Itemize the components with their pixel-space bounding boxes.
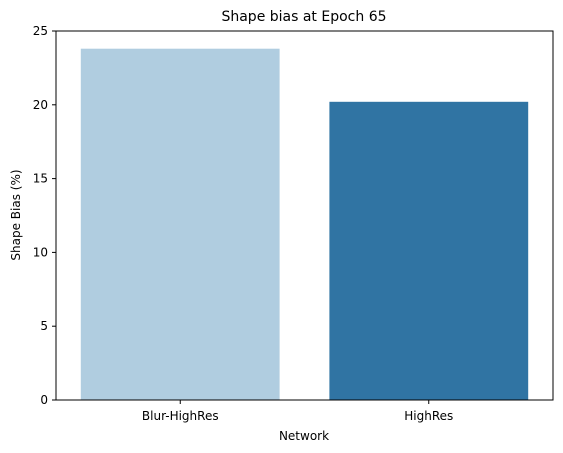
y-tick-label: 10	[33, 245, 48, 259]
y-axis: 0 5 10 15 20 25	[33, 24, 56, 407]
y-tick-label: 5	[40, 319, 48, 333]
x-axis-label: Network	[279, 429, 329, 443]
x-axis: Blur-HighRes HighRes	[142, 400, 453, 423]
x-tick-label: HighRes	[404, 409, 453, 423]
bars-group	[80, 48, 529, 401]
bar-blur-highres	[80, 48, 280, 400]
plot-frame	[55, 30, 554, 401]
bar-highres	[329, 101, 529, 401]
y-tick-label: 25	[33, 24, 48, 38]
x-tick-label: Blur-HighRes	[142, 409, 219, 423]
y-tick-label: 20	[33, 98, 48, 112]
y-axis-label: Shape Bias (%)	[9, 169, 23, 260]
chart-title: Shape bias at Epoch 65	[221, 9, 386, 25]
y-tick-label: 15	[33, 172, 48, 186]
y-tick-label: 0	[40, 393, 48, 407]
